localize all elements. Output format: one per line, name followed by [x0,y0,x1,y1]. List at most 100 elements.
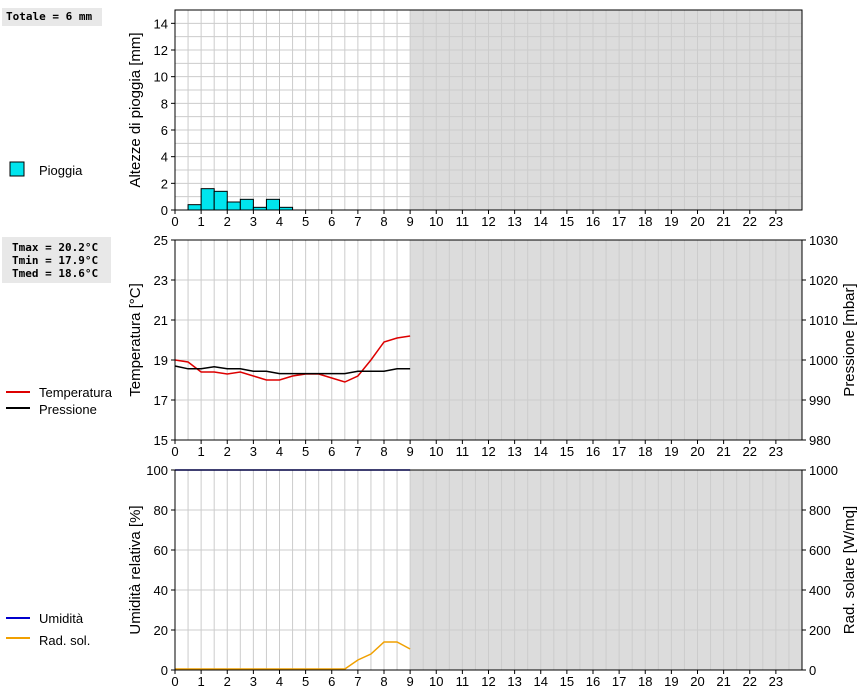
y-tick-label: 21 [154,313,168,328]
x-tick-label: 5 [302,214,309,229]
x-tick-label: 18 [638,444,652,459]
x-tick-label: 7 [354,674,361,689]
y-tick-label: 80 [154,503,168,518]
x-tick-label: 19 [664,444,678,459]
x-tick-label: 15 [560,214,574,229]
legend-pressure: Pressione [6,402,97,417]
rain-bar [187,204,202,211]
x-tick-label: 1 [198,674,205,689]
x-tick-label: 20 [690,214,704,229]
y-tick-label: 100 [146,463,168,478]
x-tick-label: 10 [429,444,443,459]
x-tick-label: 21 [716,674,730,689]
x-tick-label: 12 [481,444,495,459]
legend-temperature: Temperatura [6,385,113,400]
x-tick-label: 6 [328,214,335,229]
x-tick-label: 3 [250,674,257,689]
x-tick-label: 3 [250,214,257,229]
x-tick-label: 10 [429,674,443,689]
y-tick-label: 0 [161,203,168,218]
tmed-text: Tmed = 18.6°C [12,267,99,280]
y-tick-label: 15 [154,433,168,448]
x-tick-label: 17 [612,674,626,689]
x-tick-label: 6 [328,674,335,689]
x-tick-label: 7 [354,214,361,229]
x-tick-label: 22 [743,444,757,459]
x-tick-label: 14 [534,674,548,689]
x-tick-label: 2 [224,444,231,459]
rain-bar [226,201,241,211]
x-tick-label: 11 [456,214,470,229]
x-tick-label: 13 [507,214,521,229]
x-tick-label: 13 [507,674,521,689]
x-tick-label: 20 [690,444,704,459]
y-right-tick-label: 1010 [809,313,838,328]
x-tick-label: 4 [276,214,283,229]
y-right-axis-label: Pressione [mbar] [841,283,858,396]
x-tick-label: 11 [456,674,470,689]
y-right-axis-label: Rad. solare [W/mq] [841,506,858,634]
legend-radiation: Rad. sol. [6,633,90,648]
x-tick-label: 0 [171,214,178,229]
y-tick-label: 19 [154,353,168,368]
x-tick-label: 15 [560,444,574,459]
y-tick-label: 8 [161,96,168,111]
y-right-tick-label: 0 [809,663,816,678]
y-right-tick-label: 980 [809,433,831,448]
y-right-tick-label: 400 [809,583,831,598]
y-tick-label: 23 [154,273,168,288]
y-tick-label: 40 [154,583,168,598]
y-tick-label: 60 [154,543,168,558]
legend-rain: Pioggia [9,161,83,178]
x-tick-label: 4 [276,444,283,459]
x-tick-label: 7 [354,444,361,459]
y-right-tick-label: 1000 [809,463,838,478]
x-tick-label: 15 [560,674,574,689]
x-tick-label: 16 [586,444,600,459]
chart-3: 0 1 2 3 4 5 6 7 8 9 10 11 12 13 14 15 16 17 18 19 20 21 22 2302… [127,463,858,689]
chart-2: 0 1 2 3 4 5 6 7 8 9 10 11 12 13 14 15 16 17 18 19 20 21 22 2315… [127,233,858,459]
x-tick-label: 5 [302,674,309,689]
x-tick-label: 23 [769,444,783,459]
y-tick-label: 25 [154,233,168,248]
x-tick-label: 23 [769,214,783,229]
y-right-tick-label: 600 [809,543,831,558]
y-tick-label: 12 [154,43,168,58]
x-tick-label: 22 [743,214,757,229]
y-tick-label: 14 [154,16,168,31]
x-tick-label: 13 [507,444,521,459]
y-tick-label: 0 [161,663,168,678]
y-tick-label: 10 [154,70,168,85]
x-tick-label: 12 [481,674,495,689]
x-tick-label: 9 [407,214,414,229]
plots: 0 1 2 3 4 5 6 7 8 9 10 11 12 13 14 15 16 17 18 19 20 21 22 2302… [127,9,858,689]
legend-radiation-label: Rad. sol. [39,633,90,648]
x-tick-label: 14 [534,444,548,459]
x-tick-label: 18 [638,214,652,229]
x-tick-label: 19 [664,214,678,229]
rain-bar [265,198,280,211]
rain-total-box: Totale = 6 mm [2,8,102,26]
y-right-tick-label: 1030 [809,233,838,248]
legend-rain-swatch [9,161,25,177]
x-tick-label: 21 [716,444,730,459]
x-tick-label: 9 [407,444,414,459]
temperature-stats-box: Tmax = 20.2°C Tmin = 17.9°C Tmed = 18.6°… [2,237,111,283]
x-tick-label: 22 [743,674,757,689]
x-tick-label: 2 [224,214,231,229]
legend-rain-label: Pioggia [39,163,83,178]
legend-temperature-label: Temperatura [39,385,113,400]
x-tick-label: 0 [171,444,178,459]
rain-total-text: Totale = 6 mm [6,10,93,23]
x-tick-label: 23 [769,674,783,689]
x-tick-label: 4 [276,674,283,689]
y-axis-label: Altezze di pioggia [mm] [127,32,144,187]
tmax-text: Tmax = 20.2°C [12,241,99,254]
x-tick-label: 17 [612,214,626,229]
y-tick-label: 20 [154,623,168,638]
y-tick-label: 2 [161,176,168,191]
legend-humidity: Umidità [6,611,84,626]
x-tick-label: 8 [380,674,387,689]
x-tick-label: 19 [664,674,678,689]
